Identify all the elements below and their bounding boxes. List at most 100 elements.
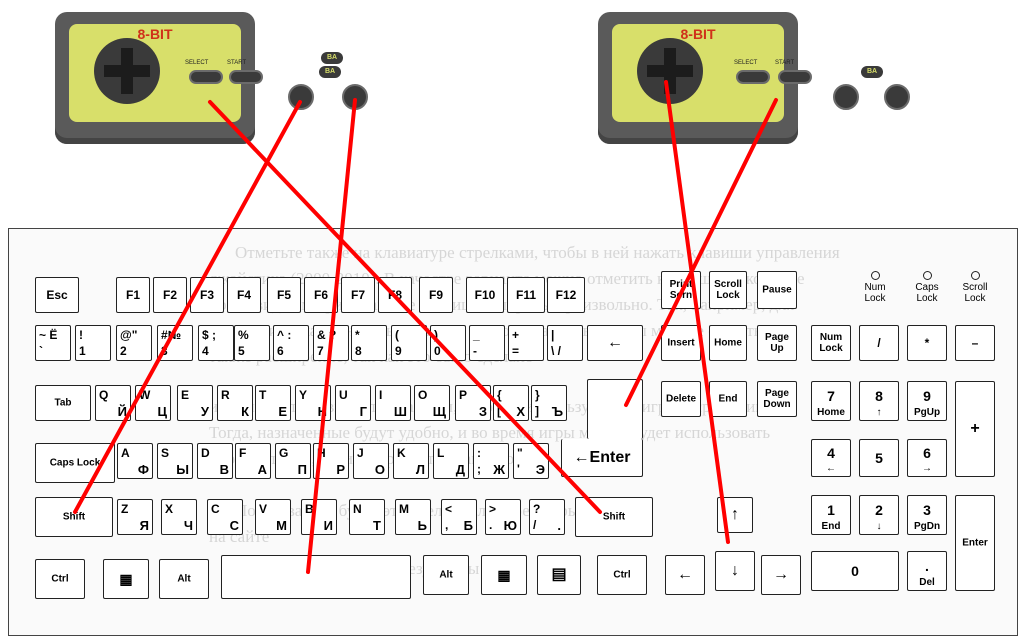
key-backslash[interactable]: | \ / <box>547 325 583 361</box>
key-numpad-del[interactable]: . Del <box>907 551 947 591</box>
a-button[interactable] <box>884 84 910 110</box>
start-button[interactable] <box>778 70 812 84</box>
key-period[interactable]: >. Ю <box>485 499 521 535</box>
key-enter[interactable]: ←Enter <box>561 439 643 477</box>
key-left-windows[interactable]: ▦ <box>103 559 149 599</box>
select-button[interactable] <box>736 70 770 84</box>
key-left-alt[interactable]: Alt <box>159 559 209 599</box>
key-5[interactable]: % 5 <box>234 325 270 361</box>
key-6[interactable]: ^ :6 <box>273 325 309 361</box>
key-f1[interactable]: F1 <box>116 277 150 313</box>
key-f12[interactable]: F12 <box>547 277 585 313</box>
key-num-lock[interactable]: Num Lock <box>811 325 851 361</box>
key-arrow-down[interactable]: ↓ <box>715 551 755 591</box>
b-button[interactable] <box>833 84 859 110</box>
key-home[interactable]: Home <box>709 325 747 361</box>
key-delete[interactable]: Delete <box>661 381 701 417</box>
key-right-ctrl[interactable]: Ctrl <box>597 555 647 595</box>
key-left-shift[interactable]: Shift <box>35 497 113 537</box>
key-numpad-8[interactable]: 8 ↑ <box>859 381 899 421</box>
key-backspace[interactable]: ← <box>587 325 643 361</box>
key-numpad-minus[interactable]: – <box>955 325 995 361</box>
key-tab[interactable]: Tab <box>35 385 91 421</box>
key-numpad-6[interactable]: 6 → <box>907 439 947 477</box>
key-menu[interactable]: ▤ <box>537 555 581 595</box>
select-label: SELECT <box>185 60 209 66</box>
key-numpad-0[interactable]: 0 <box>811 551 899 591</box>
key-slash[interactable]: ? /. <box>529 499 565 535</box>
key-tilde[interactable]: ~ Ё ` <box>35 325 71 361</box>
key-f9[interactable]: F9 <box>419 277 453 313</box>
key-f4[interactable]: F4 <box>227 277 261 313</box>
key-f2[interactable]: F2 <box>153 277 187 313</box>
key-f10[interactable]: F10 <box>466 277 504 313</box>
key-f5[interactable]: F5 <box>267 277 301 313</box>
key-f7[interactable]: F7 <box>341 277 375 313</box>
key-right-alt[interactable]: Alt <box>423 555 469 595</box>
start-label: START <box>227 60 247 66</box>
b-button[interactable] <box>288 84 314 110</box>
key-space[interactable] <box>221 555 411 599</box>
key-8[interactable]: * 8 <box>351 325 387 361</box>
key-2[interactable]: @" 2 <box>116 325 152 361</box>
key-numpad-plus[interactable]: + <box>955 381 995 477</box>
key-page-up[interactable]: Page Up <box>757 325 797 361</box>
key-minus[interactable]: _ - <box>469 325 505 361</box>
key-semicolon[interactable]: :; Ж <box>473 443 509 479</box>
key-numpad-4[interactable]: 4 ← <box>811 439 851 477</box>
key-arrow-right[interactable]: → <box>761 555 801 595</box>
start-button[interactable] <box>229 70 263 84</box>
key-arrow-left[interactable]: ← <box>665 555 705 595</box>
key-numpad-divide[interactable]: / <box>859 325 899 361</box>
key-numpad-5[interactable]: 5 <box>859 439 899 477</box>
key-numpad-2[interactable]: 2 ↓ <box>859 495 899 535</box>
key-quote[interactable]: " ' Э <box>513 443 549 479</box>
key-right-windows[interactable]: ▦ <box>481 555 527 595</box>
key-numpad-enter[interactable]: Enter <box>955 495 995 591</box>
key-f11[interactable]: F11 <box>507 277 545 313</box>
key-scroll-lock[interactable]: Scroll Lock <box>709 271 747 309</box>
key-numpad-7[interactable]: 7 Home <box>811 381 851 421</box>
key-end[interactable]: End <box>709 381 747 417</box>
key-page-down[interactable]: Page Down <box>757 381 797 417</box>
key-1[interactable]: ! 1 <box>75 325 111 361</box>
key-numpad-multiply[interactable]: * <box>907 325 947 361</box>
key-numpad-1[interactable]: 1 End <box>811 495 851 535</box>
key-4[interactable]: $ ; 4 <box>198 325 234 361</box>
key-right-bracket[interactable]: }] Ъ <box>531 385 567 421</box>
key-pause[interactable]: Pause <box>757 271 797 309</box>
key-f6[interactable]: F6 <box>304 277 338 313</box>
key-numpad-3[interactable]: 3 PgDn <box>907 495 947 535</box>
key-right-shift[interactable]: Shift <box>575 497 653 537</box>
key-numpad-9[interactable]: 9 PgUp <box>907 381 947 421</box>
key-equals[interactable]: + = <box>508 325 544 361</box>
key-esc[interactable]: Esc <box>35 277 79 313</box>
key-comma[interactable]: <, Б <box>441 499 477 535</box>
select-button[interactable] <box>189 70 223 84</box>
key-9[interactable]: (9 <box>391 325 427 361</box>
key-left-ctrl[interactable]: Ctrl <box>35 559 85 599</box>
